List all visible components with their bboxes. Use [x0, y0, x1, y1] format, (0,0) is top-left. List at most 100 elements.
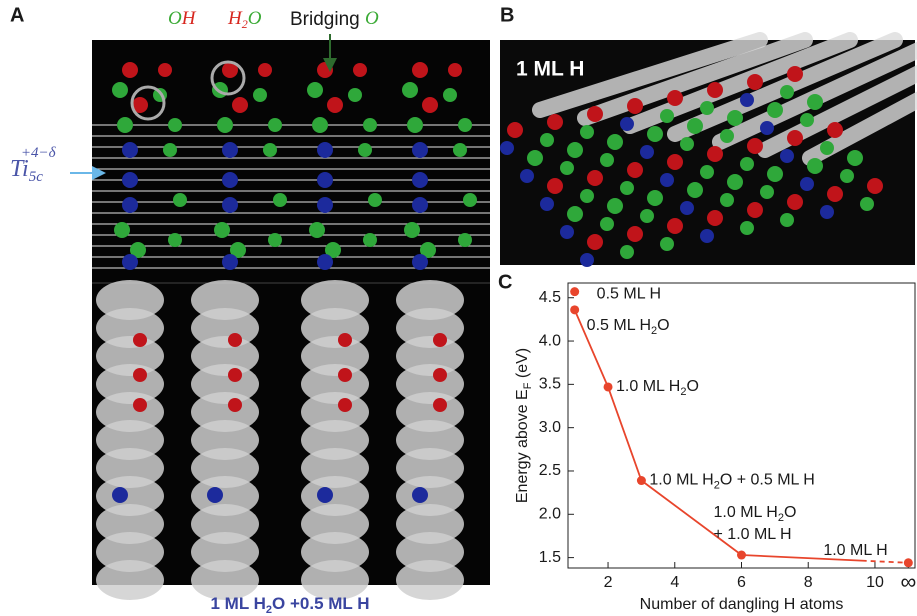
oh-h: H	[181, 8, 197, 29]
atom	[680, 201, 694, 215]
atom	[363, 118, 377, 132]
atom	[458, 118, 472, 132]
panel-label: C	[498, 271, 512, 293]
atom	[807, 94, 823, 110]
y-tick-label: 2.0	[539, 506, 561, 523]
atom	[527, 150, 543, 166]
atom	[412, 172, 428, 188]
y-tick-label: 3.0	[539, 419, 561, 436]
atom	[580, 125, 594, 139]
atom	[720, 193, 734, 207]
data-label: 1.0 ML H	[823, 542, 887, 559]
atom	[327, 97, 343, 113]
atom	[800, 113, 814, 127]
atom	[587, 170, 603, 186]
h2o-h: H	[227, 8, 243, 29]
h2o-o: O	[248, 8, 262, 29]
atom	[787, 130, 803, 146]
atom	[640, 209, 654, 223]
atom	[412, 62, 428, 78]
atom	[163, 143, 177, 157]
atom	[433, 398, 447, 412]
atom	[122, 142, 138, 158]
atom	[222, 142, 238, 158]
atom	[412, 254, 428, 270]
label-part: O + 0.5 ML H	[720, 472, 815, 489]
atom	[647, 126, 663, 142]
panel-label: B	[500, 4, 514, 26]
atom	[840, 169, 854, 183]
atom	[214, 222, 230, 238]
atom	[560, 225, 574, 239]
a-caption: 1 ML H2O +0.5 ML H	[210, 594, 369, 615]
atom	[228, 333, 242, 347]
atom	[273, 193, 287, 207]
atom	[867, 178, 883, 194]
atom	[363, 233, 377, 247]
label-part: O	[686, 378, 698, 395]
caption-part: 1 ML H	[210, 594, 265, 613]
atom	[667, 90, 683, 106]
atom	[158, 63, 172, 77]
density	[396, 560, 464, 600]
atom	[433, 333, 447, 347]
label-part: 1.0 ML H	[714, 504, 778, 521]
atom	[114, 222, 130, 238]
atom	[268, 233, 282, 247]
atom	[317, 254, 333, 270]
atom	[727, 174, 743, 190]
atom	[358, 143, 372, 157]
data-label: + 1.0 ML H	[714, 526, 792, 543]
point	[637, 476, 646, 485]
atom	[112, 487, 128, 503]
x-tick-label: 2	[604, 574, 613, 591]
atom	[827, 122, 843, 138]
x-tick-label: 4	[670, 574, 679, 591]
density	[96, 560, 164, 600]
atom	[228, 398, 242, 412]
atom	[547, 114, 563, 130]
y-tick-label: 4.0	[539, 332, 561, 349]
atom	[222, 197, 238, 213]
atom	[168, 118, 182, 132]
x-tick-label: 6	[737, 574, 746, 591]
atom	[309, 222, 325, 238]
label-part: 0.5 ML H	[587, 317, 651, 334]
atom	[700, 101, 714, 115]
atom	[312, 117, 328, 133]
atom	[687, 182, 703, 198]
atom	[740, 221, 754, 235]
label-part: 1.0 ML H	[649, 472, 713, 489]
atom	[720, 129, 734, 143]
atom	[580, 189, 594, 203]
label-part: (eV)	[514, 348, 531, 383]
atom	[600, 217, 614, 231]
atom	[207, 487, 223, 503]
atom	[567, 142, 583, 158]
atom	[780, 149, 794, 163]
bridging-text: Bridging	[290, 9, 365, 30]
atom	[317, 487, 333, 503]
atom	[707, 82, 723, 98]
x-tick-label: ∞	[900, 569, 916, 594]
atom	[520, 169, 534, 183]
atom	[540, 197, 554, 211]
atom	[740, 93, 754, 107]
atom	[620, 117, 634, 131]
atom	[122, 62, 138, 78]
atom	[412, 487, 428, 503]
atom	[820, 205, 834, 219]
atom	[453, 143, 467, 157]
x-tick-label: 10	[866, 574, 884, 591]
atom	[338, 333, 352, 347]
y-axis-label: Energy above EF (eV)	[514, 348, 534, 503]
atom	[117, 117, 133, 133]
atom	[640, 145, 654, 159]
atom	[620, 245, 634, 259]
atom	[780, 85, 794, 99]
caption-part: O +0.5 ML H	[272, 594, 369, 613]
label-part: O	[657, 317, 669, 334]
atom	[847, 150, 863, 166]
atom	[747, 138, 763, 154]
atom	[727, 110, 743, 126]
